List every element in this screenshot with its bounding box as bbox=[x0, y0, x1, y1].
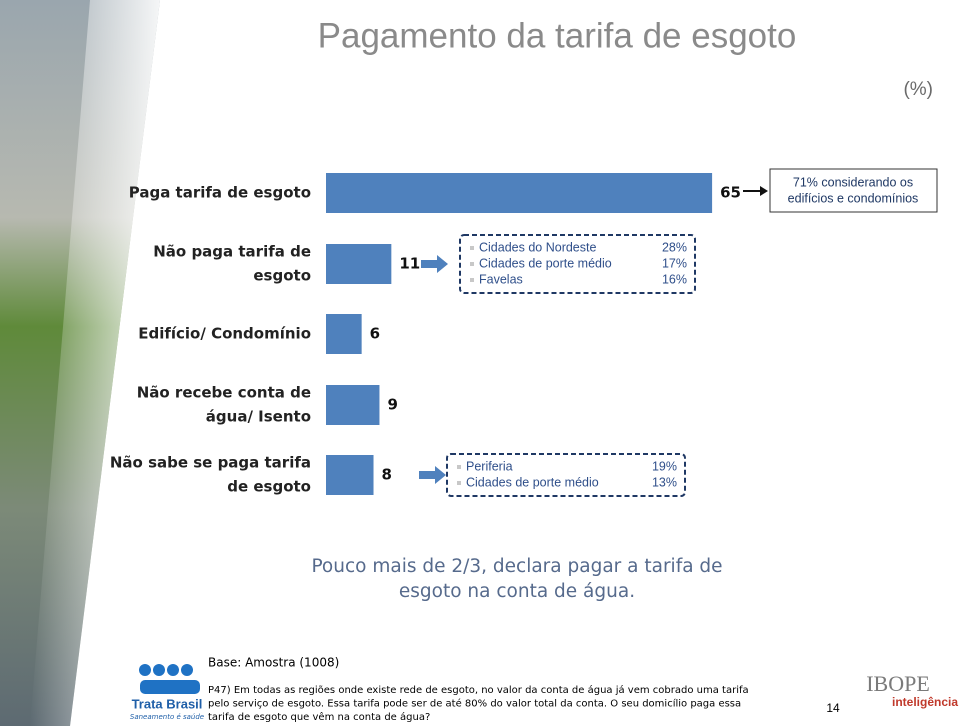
callout-box bbox=[459, 234, 696, 294]
category-label: esgoto bbox=[253, 267, 311, 285]
bullet bbox=[457, 465, 461, 469]
conclusion: esgoto na conta de água. bbox=[399, 581, 635, 602]
conclusion: Pouco mais de 2/3, declara pagar a tarif… bbox=[311, 556, 722, 577]
category-label: Paga tarifa de esgoto bbox=[129, 184, 311, 202]
bullet bbox=[470, 262, 474, 266]
logo-left bbox=[139, 664, 200, 694]
value-label: 65 bbox=[720, 184, 741, 202]
callout-label: Favelas bbox=[479, 272, 523, 286]
logo-left-text: Trata Brasil bbox=[132, 696, 203, 711]
category-label: Edifício/ Condomínio bbox=[138, 325, 311, 343]
category-label: de esgoto bbox=[227, 478, 311, 496]
arrow bbox=[419, 466, 446, 484]
callout-value: 28% bbox=[662, 240, 687, 254]
arrow bbox=[421, 255, 448, 273]
bullet bbox=[457, 481, 461, 485]
callout-box bbox=[446, 453, 686, 497]
page-number: 14 bbox=[826, 701, 840, 715]
note-text: 71% considerando os bbox=[793, 175, 913, 189]
logo-left-tagline: Saneamento é saúde bbox=[130, 713, 204, 721]
unit-label: (%) bbox=[903, 79, 933, 100]
callout-label: Periferia bbox=[466, 459, 513, 473]
chart-title: Pagamento da tarifa de esgoto bbox=[318, 16, 797, 55]
callout-value: 19% bbox=[652, 459, 677, 473]
logo-right-text: IBOPE bbox=[866, 671, 930, 696]
bar bbox=[326, 455, 374, 495]
base-text: Base: Amostra (1008) bbox=[208, 656, 339, 670]
callout-value: 16% bbox=[662, 272, 687, 286]
bullet bbox=[470, 246, 474, 250]
category-label: Não paga tarifa de bbox=[153, 243, 311, 261]
note-box bbox=[769, 168, 938, 213]
question-text: pelo serviço de esgoto. Essa tarifa pode… bbox=[208, 698, 741, 710]
callout-label: Cidades do Nordeste bbox=[479, 240, 596, 254]
callout-label: Cidades de porte médio bbox=[466, 475, 599, 489]
category-label: Não sabe se paga tarifa bbox=[110, 454, 311, 472]
callout-label: Cidades de porte médio bbox=[479, 256, 612, 270]
category-label: água/ Isento bbox=[206, 408, 311, 426]
callout-value: 17% bbox=[662, 256, 687, 270]
question-text: P47) Em todas as regiões onde existe red… bbox=[208, 684, 749, 696]
arrow-head bbox=[760, 186, 768, 196]
note-text: edifícios e condomínios bbox=[788, 191, 919, 205]
bar bbox=[326, 173, 713, 213]
value-label: 11 bbox=[399, 255, 420, 273]
value-label: 9 bbox=[387, 396, 397, 414]
callout-value: 13% bbox=[652, 475, 677, 489]
bar bbox=[326, 385, 380, 425]
value-label: 6 bbox=[370, 325, 380, 343]
bar bbox=[326, 244, 392, 284]
bullet bbox=[470, 278, 474, 282]
logo-right-tagline: inteligência bbox=[892, 695, 958, 709]
category-label: Não recebe conta de bbox=[137, 384, 311, 402]
photo-fade bbox=[30, 0, 160, 726]
value-label: 8 bbox=[382, 466, 392, 484]
question-text: tarifa de esgoto que vêm na conta de águ… bbox=[208, 711, 430, 723]
bar bbox=[326, 314, 362, 354]
